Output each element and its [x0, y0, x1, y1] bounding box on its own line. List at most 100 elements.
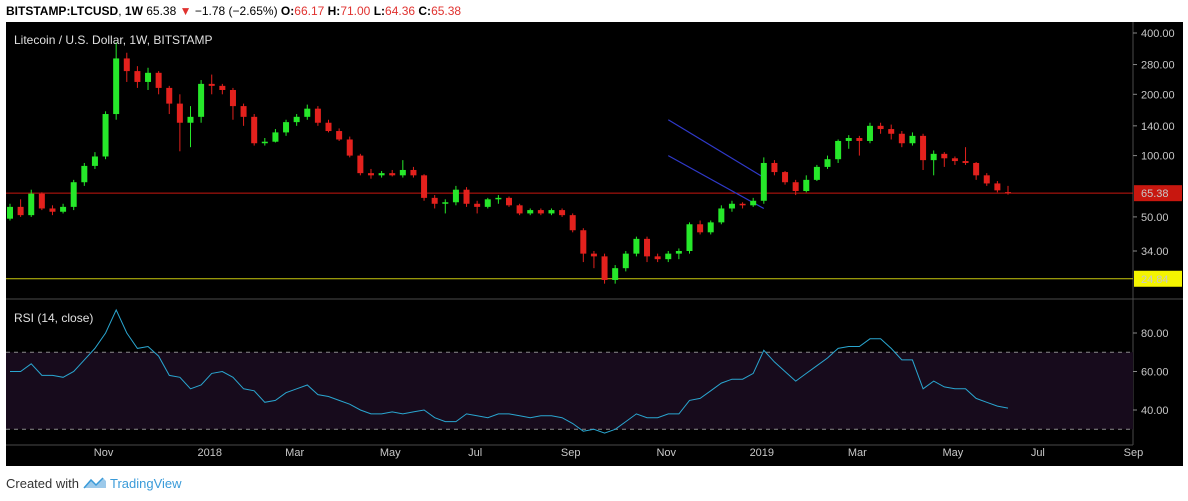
candle-body: [580, 230, 587, 254]
candle-body: [208, 83, 215, 86]
candle: [463, 187, 470, 207]
candle-body: [803, 179, 810, 192]
tradingview-logo-icon: [83, 477, 106, 489]
candle: [994, 181, 1001, 193]
candle-body: [367, 173, 374, 176]
candle-body: [357, 155, 364, 174]
candle-body: [336, 131, 343, 140]
candle-body: [474, 203, 481, 207]
candle: [304, 104, 311, 120]
candle-body: [283, 122, 290, 133]
candle: [792, 179, 799, 196]
footer: Created with TradingView: [6, 474, 182, 494]
candle-body: [17, 206, 24, 216]
time-tick-label: Nov: [656, 447, 676, 459]
candle: [559, 208, 566, 217]
candle: [739, 202, 746, 209]
candle-body: [973, 162, 980, 176]
candle-body: [60, 206, 67, 212]
candle: [654, 253, 661, 263]
candle-body: [410, 169, 417, 176]
candle: [941, 152, 948, 167]
candle-body: [251, 116, 258, 144]
candle-body: [176, 103, 183, 123]
candle-body: [909, 135, 916, 144]
candle-body: [155, 72, 162, 88]
price-tick-label: 200.00: [1141, 89, 1175, 101]
candle: [983, 173, 990, 186]
candle-body: [633, 238, 640, 254]
candle: [187, 106, 194, 148]
candle-body: [113, 58, 120, 115]
candle-body: [601, 256, 608, 280]
candle: [495, 195, 502, 204]
candle: [909, 132, 916, 146]
candle-body: [718, 208, 725, 223]
candle: [208, 74, 215, 95]
candle-body: [378, 173, 385, 176]
candle: [760, 157, 767, 204]
candle-body: [590, 253, 597, 257]
candle: [176, 94, 183, 152]
candle: [516, 203, 523, 216]
price-tick-label: 140.00: [1141, 121, 1175, 133]
price-tick-label: 34.00: [1141, 246, 1169, 258]
high-value: 71.00: [340, 4, 371, 18]
time-tick-label: May: [943, 447, 964, 459]
candle-body: [792, 182, 799, 192]
candle: [803, 175, 810, 193]
candle: [219, 83, 226, 95]
time-tick-label: May: [380, 447, 401, 459]
candle: [357, 153, 364, 176]
tradingview-brand[interactable]: TradingView: [110, 476, 182, 491]
candle-body: [70, 182, 77, 207]
candle-body: [835, 140, 842, 160]
candle-body: [771, 162, 778, 173]
candle-body: [962, 161, 969, 163]
candle: [367, 168, 374, 179]
candle: [272, 129, 279, 143]
candle-body: [920, 135, 927, 161]
candle: [930, 150, 937, 176]
candle-body: [750, 200, 757, 206]
candle-body: [229, 89, 236, 107]
candle-body: [856, 138, 863, 141]
candle-body: [421, 175, 428, 198]
time-tick-label: Sep: [1124, 447, 1144, 459]
candle: [845, 135, 852, 149]
candle-body: [240, 106, 247, 117]
candle: [229, 87, 236, 120]
price-tick-label: 400.00: [1141, 28, 1175, 40]
candle-body: [877, 125, 884, 130]
rsi-band: [6, 352, 1133, 430]
candle-body: [314, 108, 321, 123]
candle: [877, 122, 884, 134]
candle: [81, 162, 88, 186]
candle: [590, 251, 597, 269]
candle: [102, 111, 109, 160]
candle: [813, 164, 820, 182]
chart-canvas[interactable]: 400.00 280.00 200.00 140.00 100.00 50.00 34.00…: [6, 22, 1183, 466]
candle-body: [452, 189, 459, 203]
rsi-line: [10, 308, 1009, 434]
candle: [527, 208, 534, 216]
candle: [644, 236, 651, 263]
candle: [283, 119, 290, 136]
candle-body: [728, 203, 735, 209]
candle-body: [304, 108, 311, 117]
candle: [951, 156, 958, 165]
candle: [548, 208, 555, 216]
candle-body: [675, 251, 682, 254]
candle-body: [845, 138, 852, 141]
candle: [399, 160, 406, 178]
close-value: 65.38: [431, 4, 462, 18]
candle-body: [898, 133, 905, 144]
rsi-tick-label: 40.00: [1141, 405, 1169, 417]
candle-body: [463, 189, 470, 204]
candle-body: [516, 205, 523, 214]
candle: [622, 251, 629, 272]
candle: [612, 265, 619, 284]
candle-body: [760, 162, 767, 201]
chart-area[interactable]: 400.00 280.00 200.00 140.00 100.00 50.00 34.00…: [6, 22, 1183, 466]
candle-body: [219, 85, 226, 90]
